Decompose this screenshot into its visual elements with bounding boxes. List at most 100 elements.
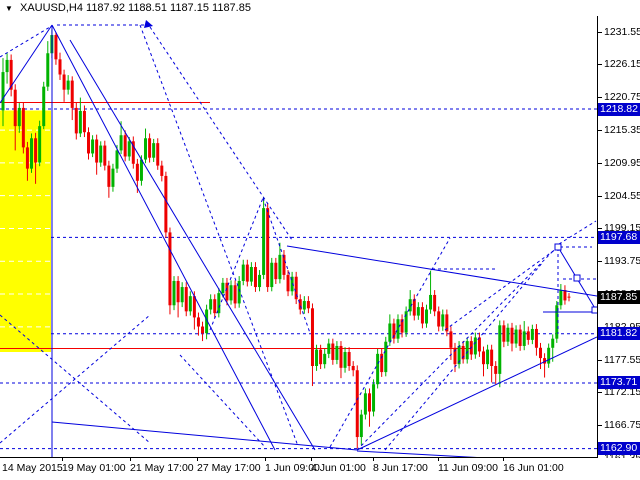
time-tick-label: 21 May 17:00: [130, 462, 194, 474]
trendline-dashed: [558, 220, 597, 245]
candle-body: [91, 139, 95, 154]
time-axis[interactable]: 14 May 2015 19 May 01:00 21 May 17:00 27 Ma…: [0, 458, 640, 480]
candle-body: [506, 327, 510, 342]
candle-body: [34, 138, 38, 163]
price-tick: [598, 261, 602, 263]
candle-body: [217, 293, 221, 314]
candle-body: [490, 349, 494, 366]
candle-body: [233, 285, 237, 304]
price-tick: [598, 228, 602, 230]
candle-body: [416, 307, 420, 316]
trendline-dashed: [0, 314, 151, 444]
time-tick: [265, 458, 266, 461]
candle-body: [294, 276, 298, 300]
price-tick-label: 1215.35: [604, 124, 640, 137]
time-tick-label: 8 Jun 17:00: [373, 462, 428, 474]
candle-body: [380, 353, 384, 373]
time-tick-label: 11 Jun 09:00: [438, 462, 498, 474]
candle-body: [392, 323, 396, 339]
candle-body: [123, 135, 127, 157]
candle-body: [408, 299, 412, 312]
trendline-solid: [356, 336, 597, 451]
candle-body: [156, 143, 160, 166]
candle-body: [424, 309, 428, 324]
candle-body: [522, 331, 526, 346]
highlight-zone-rect: [0, 110, 51, 352]
candle-body: [319, 349, 323, 365]
price-axis[interactable]: 1231.55 1226.15 1220.75 1215.35 1209.95 1204.…: [598, 16, 640, 464]
price-tick-label: 1177.55: [604, 353, 640, 366]
candle-body: [21, 107, 25, 148]
candle-body: [534, 328, 538, 348]
candle-body: [518, 329, 522, 346]
candle-body: [13, 89, 17, 127]
candle-body: [310, 308, 314, 366]
trendline-dashed: [179, 354, 266, 448]
time-tick: [130, 458, 131, 461]
trendline-solid: [0, 24, 53, 104]
candle-body: [249, 267, 253, 282]
candle-body: [25, 147, 29, 169]
price-tick: [598, 97, 602, 99]
candle-body: [502, 325, 506, 342]
candle-body: [343, 352, 347, 368]
candle-body: [494, 365, 498, 374]
candle-body: [302, 301, 306, 310]
candle-body: [539, 347, 543, 359]
candle-body: [168, 232, 172, 306]
candle-body: [46, 53, 50, 87]
candle-body: [290, 276, 294, 292]
candle-body: [282, 254, 286, 275]
price-tick-label: 1226.15: [604, 58, 640, 71]
symbol-dropdown-icon[interactable]: ▼: [5, 4, 13, 13]
candle-body: [188, 296, 192, 312]
price-tick-label: 1204.55: [604, 189, 640, 202]
candle-body: [367, 393, 371, 412]
candle-body: [412, 299, 416, 316]
candle-body: [127, 141, 131, 157]
trendline-solid: [69, 39, 316, 451]
candle-body: [172, 280, 176, 306]
price-chart[interactable]: [0, 16, 597, 457]
candle-body: [567, 296, 571, 298]
candle-body: [62, 74, 66, 90]
arrowhead-icon: [144, 20, 153, 28]
chart-plot-area[interactable]: [0, 16, 598, 458]
candle-body: [363, 393, 367, 415]
candle-body: [266, 208, 270, 288]
candle-body: [262, 208, 266, 275]
trendline-dashed: [444, 248, 557, 331]
price-tick: [598, 162, 602, 164]
price-tick: [598, 359, 602, 361]
trendline-solid: [356, 450, 478, 457]
candle-body: [481, 351, 485, 365]
candle-body: [107, 165, 111, 187]
candle-body: [270, 262, 274, 288]
candle-body: [323, 353, 327, 365]
candle-body: [58, 59, 62, 75]
candle-body: [514, 329, 518, 344]
candle-body: [420, 307, 424, 324]
candle-body: [372, 384, 376, 412]
candle-body: [95, 139, 99, 163]
time-tick: [438, 458, 439, 461]
candle-body: [30, 138, 34, 169]
forecast-square-marker: [573, 274, 581, 282]
candle-body: [111, 168, 115, 187]
candle-body: [99, 145, 103, 163]
candle-body: [160, 165, 164, 176]
time-tick-label: 27 May 17:00: [197, 462, 261, 474]
price-level-tag: 1181.82: [598, 327, 640, 341]
candle-body: [526, 331, 530, 340]
candle-body: [563, 290, 567, 301]
candle-body: [543, 358, 547, 364]
candle-body: [66, 80, 70, 90]
candle-body: [82, 110, 86, 133]
candle-body: [404, 311, 408, 333]
price-tick: [598, 425, 602, 427]
candle-body: [131, 141, 135, 164]
candle-body: [547, 347, 551, 364]
candle-body: [87, 132, 91, 154]
price-tick-label: 1220.75: [604, 91, 640, 104]
price-level-tag: 1162.90: [598, 442, 640, 456]
